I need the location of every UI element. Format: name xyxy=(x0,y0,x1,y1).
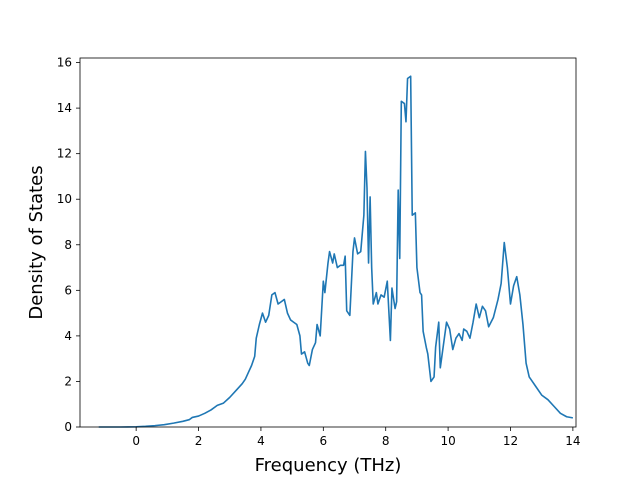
x-tick-label: 8 xyxy=(382,434,390,448)
y-tick-label: 14 xyxy=(57,101,72,115)
x-tick-label: 2 xyxy=(195,434,203,448)
x-axis-label: Frequency (THz) xyxy=(255,455,402,476)
y-tick-label: 0 xyxy=(64,420,72,434)
x-tick-label: 14 xyxy=(565,434,580,448)
y-axis-label: Density of States xyxy=(26,165,47,319)
y-tick-label: 6 xyxy=(64,283,72,297)
axes-frame xyxy=(79,57,577,428)
plot-area xyxy=(98,75,574,428)
x-tick-label: 0 xyxy=(132,434,140,448)
y-tick-label: 4 xyxy=(64,329,72,343)
x-tick-label: 6 xyxy=(320,434,328,448)
y-tick-label: 10 xyxy=(57,192,72,206)
series-line xyxy=(98,75,574,428)
y-tick-label: 8 xyxy=(64,238,72,252)
y-tick-label: 12 xyxy=(57,147,72,161)
y-tick-label: 2 xyxy=(64,374,72,388)
x-tick-label: 12 xyxy=(503,434,518,448)
y-tick-label: 16 xyxy=(57,56,72,70)
x-tick-label: 10 xyxy=(440,434,455,448)
x-tick-label: 4 xyxy=(257,434,265,448)
axis-ticks: 0 2 4 6 8 10 12 14 0 2 4 6 8 10 12 14 16 xyxy=(57,56,581,448)
